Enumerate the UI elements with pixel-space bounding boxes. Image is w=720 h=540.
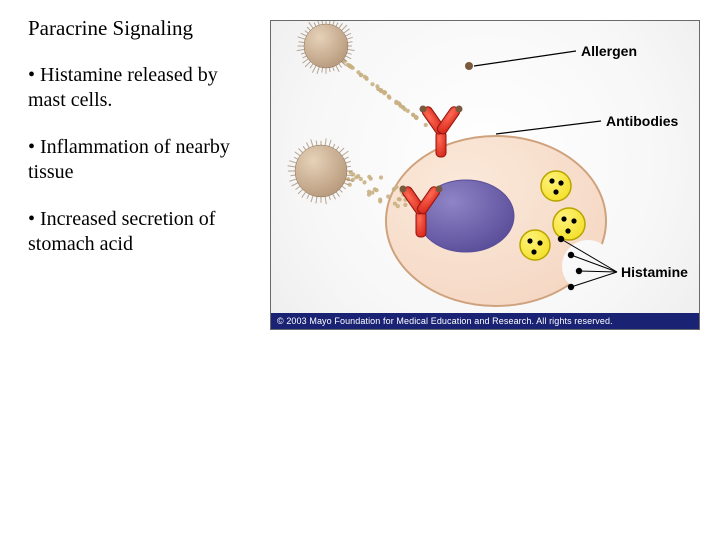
label-antibodies: Antibodies — [606, 113, 678, 129]
label-histamine: Histamine — [621, 264, 688, 280]
label-allergen: Allergen — [581, 43, 637, 59]
bullet-item: • Histamine released by mast cells. — [28, 63, 258, 113]
bullet-item: • Increased secretion of stomach acid — [28, 207, 258, 257]
page-title: Paracrine Signaling — [28, 16, 258, 41]
bullet-item: • Inflammation of nearby tissue — [28, 135, 258, 185]
figure-svg — [271, 21, 701, 331]
copyright-bar: © 2003 Mayo Foundation for Medical Educa… — [271, 313, 699, 329]
figure-panel: Allergen Antibodies Histamine © 2003 May… — [270, 20, 700, 330]
